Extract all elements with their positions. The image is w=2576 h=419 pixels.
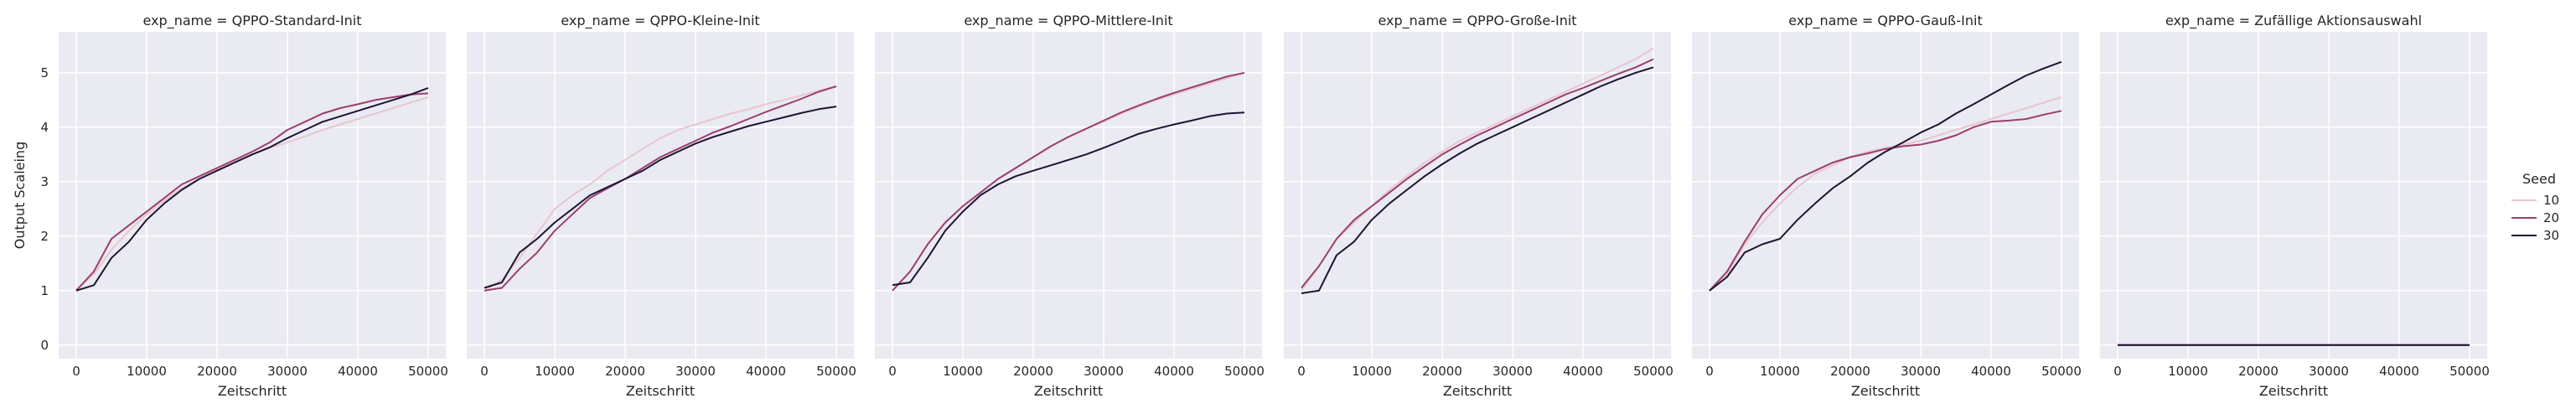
panel-title: exp_name = QPPO-Mittlere-Init bbox=[964, 13, 1172, 29]
x-tick-label: 30000 bbox=[675, 364, 716, 379]
series-line-seed-30 bbox=[1301, 66, 1654, 294]
y-tick-label: 4 bbox=[40, 120, 49, 135]
panel-title: exp_name = QPPO-Standard-Init bbox=[143, 13, 362, 29]
x-tick-label: 20000 bbox=[1013, 364, 1053, 379]
y-tick-label: 2 bbox=[40, 229, 49, 244]
plot-area-2 bbox=[467, 32, 854, 359]
x-tick-label: 30000 bbox=[267, 364, 308, 379]
series-line-seed-20 bbox=[1709, 110, 2062, 292]
x-tick-label: 0 bbox=[480, 364, 489, 379]
x-tick-label: 50000 bbox=[408, 364, 448, 379]
series-line-seed-20 bbox=[484, 85, 837, 292]
series-line-seed-10 bbox=[1301, 47, 1654, 292]
series-line-seed-30 bbox=[1709, 60, 2062, 292]
x-tick-label: 0 bbox=[1297, 364, 1306, 379]
x-tick-label: 10000 bbox=[1352, 364, 1392, 379]
x-axis-label: Zeitschritt bbox=[2259, 383, 2328, 399]
panel-title: exp_name = QPPO-Gauß-Init bbox=[1788, 13, 1983, 29]
plot-area-6 bbox=[2100, 32, 2487, 359]
x-tick-label: 0 bbox=[2113, 364, 2122, 379]
x-tick-label: 20000 bbox=[1422, 364, 1462, 379]
x-tick-label: 10000 bbox=[535, 364, 575, 379]
plot-area-4 bbox=[1284, 32, 1671, 359]
x-tick-label: 10000 bbox=[1760, 364, 1800, 379]
x-tick-label: 20000 bbox=[1830, 364, 1870, 379]
plot-area-1 bbox=[59, 32, 446, 359]
x-axis-label: Zeitschritt bbox=[626, 383, 695, 399]
y-tick-label: 0 bbox=[40, 338, 49, 353]
series-line-seed-20 bbox=[75, 92, 429, 292]
x-tick-label: 50000 bbox=[1633, 364, 1673, 379]
x-tick-label: 0 bbox=[1705, 364, 1714, 379]
panel-title: exp_name = QPPO-Große-Init bbox=[1378, 13, 1576, 29]
legend-label: 20 bbox=[2543, 210, 2559, 225]
x-tick-label: 30000 bbox=[1901, 364, 1941, 379]
legend-title: Seed bbox=[2522, 171, 2556, 187]
y-tick-label: 1 bbox=[40, 283, 49, 298]
x-axis-label: Zeitschritt bbox=[1443, 383, 1512, 399]
series-line-seed-30 bbox=[75, 87, 429, 292]
x-tick-label: 20000 bbox=[197, 364, 237, 379]
series-line-seed-10 bbox=[1709, 96, 2062, 292]
x-tick-label: 0 bbox=[888, 364, 897, 379]
series-line-seed-20 bbox=[892, 71, 1245, 292]
y-tick-label: 3 bbox=[40, 174, 49, 189]
series-line-seed-30 bbox=[892, 111, 1245, 287]
x-tick-label: 40000 bbox=[1154, 364, 1194, 379]
x-tick-label: 50000 bbox=[1224, 364, 1265, 379]
x-tick-label: 40000 bbox=[2379, 364, 2419, 379]
x-tick-label: 10000 bbox=[2168, 364, 2208, 379]
x-tick-label: 40000 bbox=[746, 364, 786, 379]
x-tick-label: 0 bbox=[72, 364, 80, 379]
series-line-seed-20 bbox=[1301, 58, 1654, 289]
y-tick-label: 5 bbox=[40, 65, 49, 80]
x-tick-label: 10000 bbox=[127, 364, 167, 379]
plot-area-5 bbox=[1692, 32, 2079, 359]
x-tick-label: 30000 bbox=[1492, 364, 1533, 379]
x-axis-label: Zeitschritt bbox=[218, 383, 287, 399]
panel-title: exp_name = QPPO-Kleine-Init bbox=[561, 13, 759, 29]
series-line-seed-10 bbox=[484, 85, 837, 292]
plot-area-3 bbox=[875, 32, 1262, 359]
x-tick-label: 50000 bbox=[2449, 364, 2490, 379]
x-tick-label: 40000 bbox=[1563, 364, 1603, 379]
x-tick-label: 10000 bbox=[943, 364, 983, 379]
x-axis-label: Zeitschritt bbox=[1034, 383, 1103, 399]
x-tick-label: 50000 bbox=[2041, 364, 2082, 379]
panel-title: exp_name = Zufällige Aktionsauswahl bbox=[2165, 13, 2422, 29]
x-tick-label: 40000 bbox=[338, 364, 378, 379]
x-axis-label: Zeitschritt bbox=[1851, 383, 1920, 399]
x-tick-label: 30000 bbox=[1084, 364, 1124, 379]
x-tick-label: 40000 bbox=[1971, 364, 2011, 379]
x-tick-label: 30000 bbox=[2309, 364, 2349, 379]
y-axis-label: Output Scaleing bbox=[12, 142, 28, 249]
x-tick-label: 20000 bbox=[605, 364, 645, 379]
x-tick-label: 20000 bbox=[2238, 364, 2279, 379]
x-tick-label: 50000 bbox=[816, 364, 856, 379]
legend-label: 10 bbox=[2543, 193, 2559, 208]
series-line-seed-30 bbox=[484, 106, 837, 289]
legend-label: 30 bbox=[2543, 228, 2559, 243]
